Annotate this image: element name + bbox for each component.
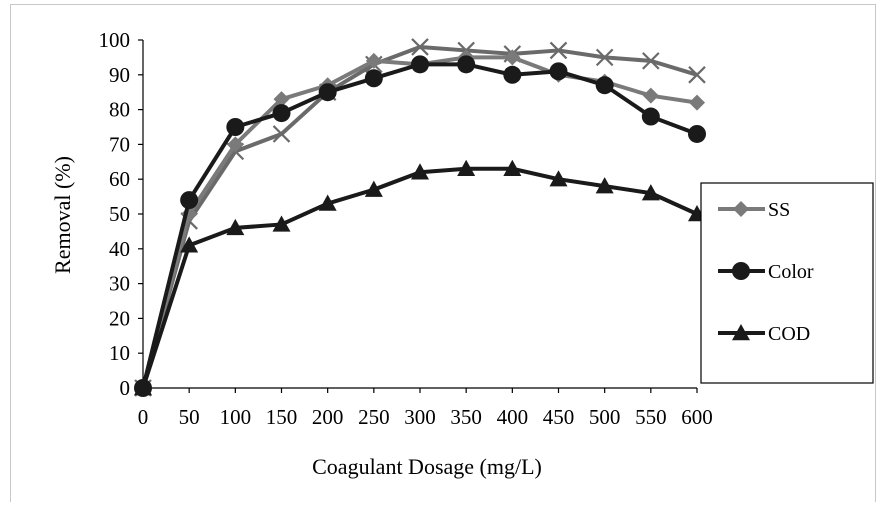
data-point xyxy=(227,136,244,153)
x-tick-label: 150 xyxy=(266,405,298,429)
data-point xyxy=(226,218,245,236)
y-tick-label: 0 xyxy=(120,376,131,400)
data-point xyxy=(365,52,382,69)
data-point xyxy=(318,194,337,211)
data-point xyxy=(318,83,337,102)
series-line xyxy=(141,62,698,389)
y-tick-label: 70 xyxy=(109,132,130,156)
data-point xyxy=(504,49,521,66)
axes: 0 10 20 30 40 50 60 70 80 90 100 0 50 100 150 200 250 300… xyxy=(99,28,713,429)
marker-stroke xyxy=(272,125,291,143)
data-point xyxy=(549,41,568,60)
data-point xyxy=(364,69,383,88)
x-tick-label: 0 xyxy=(138,405,149,429)
data-point xyxy=(503,159,522,176)
x-tick-label: 600 xyxy=(681,405,713,429)
series-unlabeled-0 xyxy=(134,38,706,397)
x-tick-label: 450 xyxy=(543,405,575,429)
x-tick-label: 200 xyxy=(312,405,344,429)
data-point xyxy=(641,107,660,126)
legend-marker xyxy=(732,324,750,341)
x-axis-title: Coagulant Dosage (mg/L) xyxy=(312,454,542,479)
x-tick-label: 50 xyxy=(179,405,200,429)
data-point xyxy=(411,163,429,180)
data-point xyxy=(273,91,290,108)
series-line xyxy=(141,55,698,389)
data-point xyxy=(364,180,383,197)
y-tick-label: 10 xyxy=(109,341,130,365)
y-tick-label: 50 xyxy=(109,202,130,226)
data-point xyxy=(411,38,429,56)
data-point xyxy=(595,48,614,67)
series-cod xyxy=(134,159,706,396)
marker-stroke xyxy=(642,52,660,70)
x-tick-label: 250 xyxy=(358,405,390,429)
legend-label: COD xyxy=(768,323,810,345)
series-line xyxy=(141,166,698,389)
y-tick-label: 60 xyxy=(109,167,130,191)
data-point xyxy=(503,65,522,84)
legend: SS Color COD xyxy=(700,182,874,384)
data-point xyxy=(180,236,199,253)
y-axis-title: Removal (%) xyxy=(50,156,75,274)
data-point xyxy=(180,191,199,210)
data-point xyxy=(457,55,476,74)
data-point xyxy=(411,55,429,74)
data-point xyxy=(688,124,706,143)
x-tick-label: 400 xyxy=(497,405,529,429)
data-point xyxy=(272,104,291,123)
data-point xyxy=(689,94,705,111)
data-point xyxy=(642,87,659,104)
x-tick-label: 350 xyxy=(450,405,482,429)
y-tick-label: 100 xyxy=(99,28,131,52)
marker-stroke xyxy=(688,66,706,84)
series-layer xyxy=(134,38,706,397)
data-point xyxy=(642,52,660,70)
legend-label: Color xyxy=(768,261,814,283)
legend-marker xyxy=(733,201,749,217)
data-point xyxy=(595,177,614,194)
data-point xyxy=(549,170,568,187)
marker-stroke xyxy=(595,48,614,67)
x-tick-label: 550 xyxy=(635,405,667,429)
legend-box xyxy=(700,182,874,384)
legend-item-color: Color xyxy=(718,261,814,283)
legend-item-cod: COD xyxy=(718,323,810,345)
data-point xyxy=(457,159,476,176)
data-point xyxy=(134,379,152,396)
y-tick-label: 20 xyxy=(109,306,130,330)
legend-marker xyxy=(732,262,750,280)
y-tick-label: 30 xyxy=(109,272,130,296)
y-tick-label: 80 xyxy=(109,98,130,122)
legend-item-ss: SS xyxy=(718,199,790,221)
x-tick-label: 500 xyxy=(589,405,621,429)
data-point xyxy=(641,184,660,201)
series-line xyxy=(141,44,698,389)
y-tick-label: 40 xyxy=(109,237,130,261)
legend-label: SS xyxy=(768,199,790,221)
y-tick-label: 90 xyxy=(109,63,130,87)
marker-stroke xyxy=(549,41,568,60)
data-point xyxy=(549,62,568,81)
marker-stroke xyxy=(411,38,429,56)
x-tick-label: 300 xyxy=(404,405,436,429)
data-point xyxy=(272,125,291,143)
data-point xyxy=(595,76,614,95)
series-color xyxy=(134,55,706,397)
x-tick-label: 100 xyxy=(220,405,252,429)
series-ss xyxy=(135,49,705,396)
data-point xyxy=(688,66,706,84)
data-point xyxy=(272,215,291,232)
data-point xyxy=(226,118,245,136)
chart-frame xyxy=(10,4,876,502)
